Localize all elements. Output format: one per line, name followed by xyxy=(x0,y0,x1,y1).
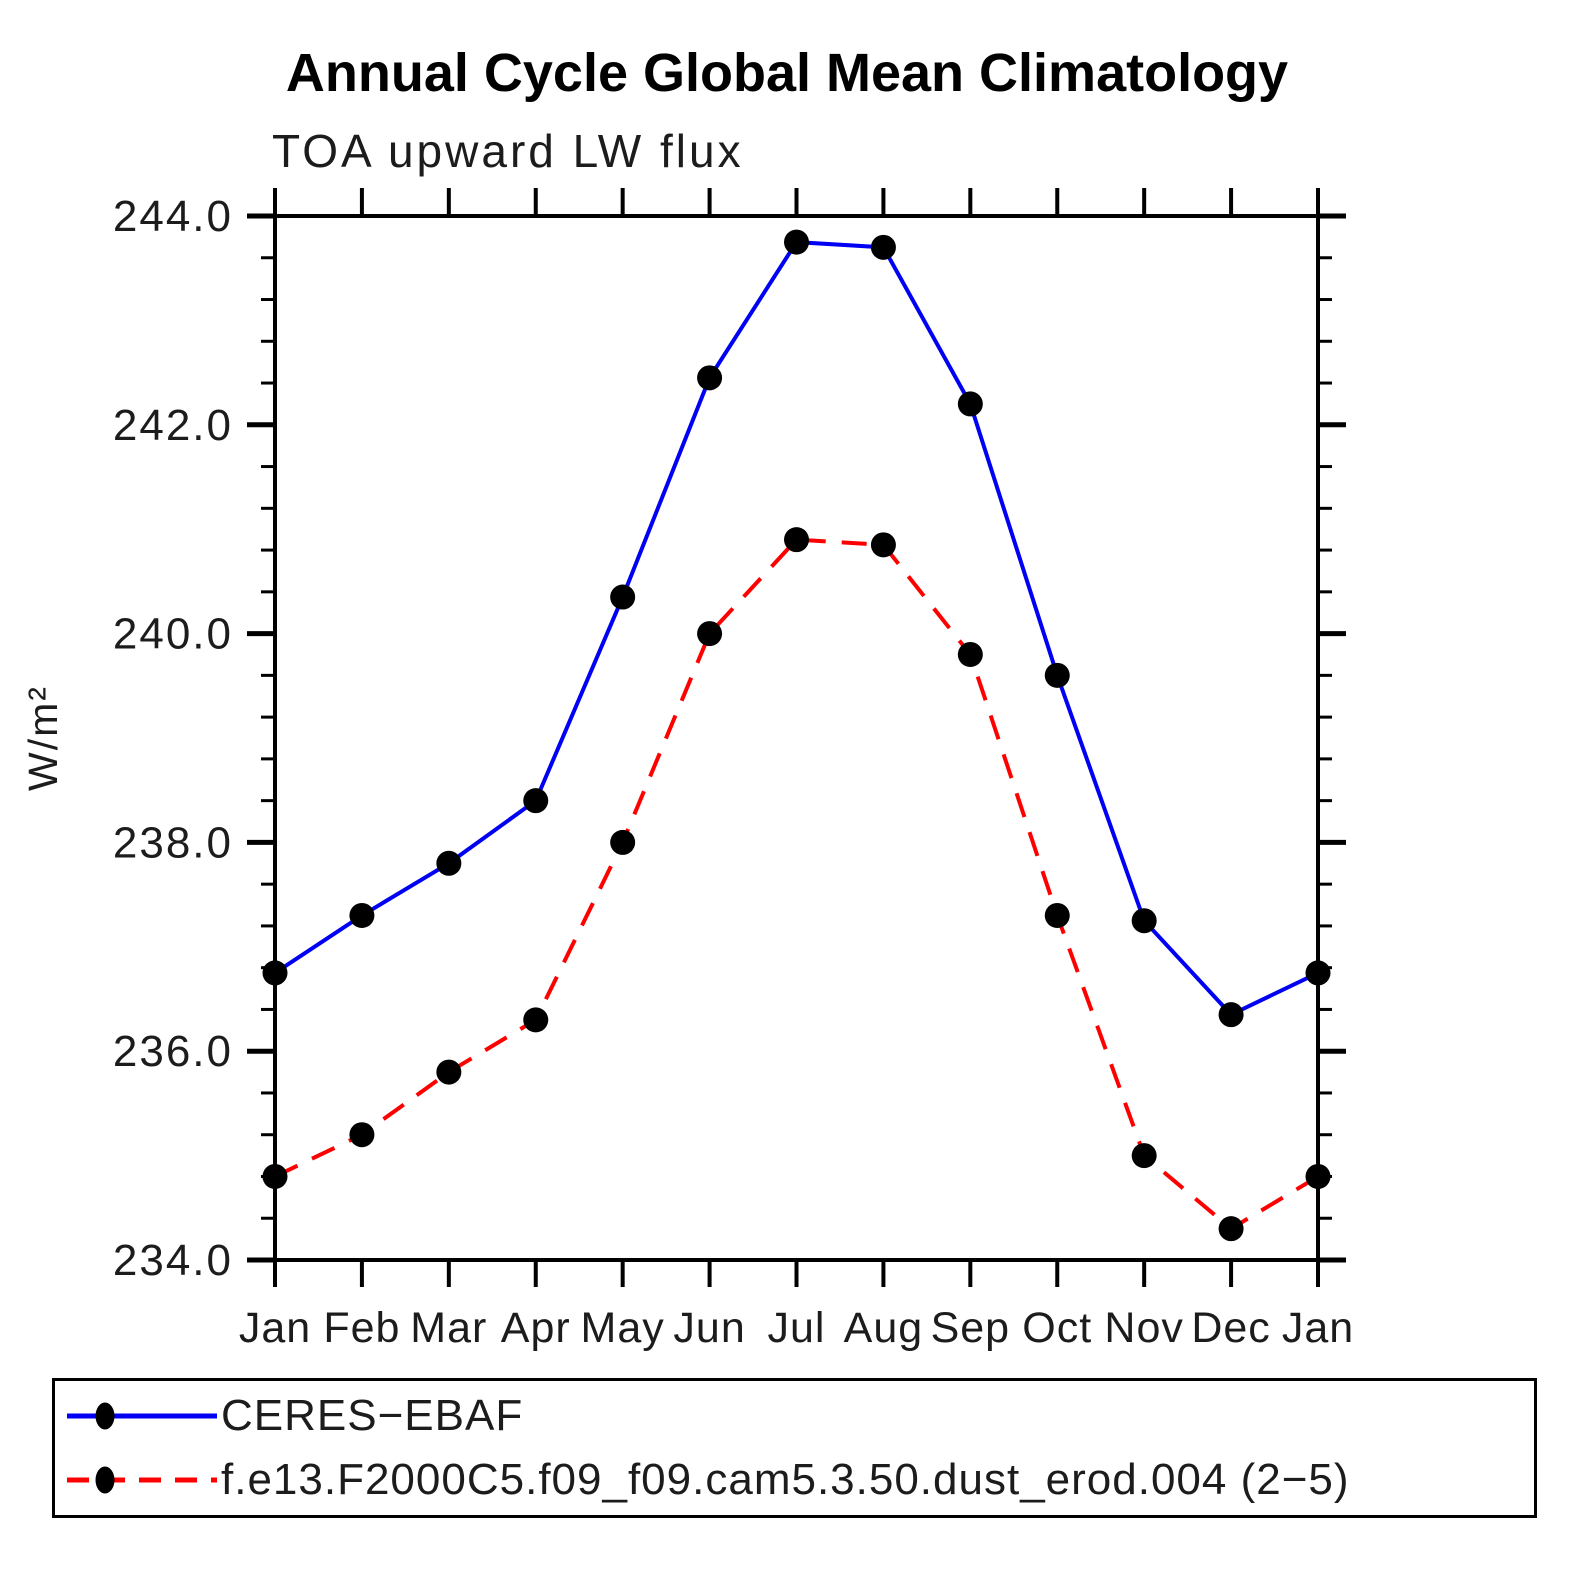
legend-label-model: f.e13.F2000C5.f09_f09.cam5.3.50.dust_ero… xyxy=(221,1455,1350,1504)
data-point-marker xyxy=(957,391,983,417)
x-tick-label: Sep xyxy=(931,1304,1011,1352)
data-point-marker xyxy=(1044,662,1070,688)
x-tick-label: Mar xyxy=(410,1304,487,1352)
y-tick-label: 236.0 xyxy=(113,1027,233,1076)
data-point-marker xyxy=(610,584,636,610)
data-point-marker xyxy=(1131,1143,1157,1169)
data-point-marker xyxy=(784,229,809,255)
data-point-marker xyxy=(957,641,983,667)
legend-label-ceres-ebaf: CERES−EBAF xyxy=(221,1391,524,1440)
data-point-marker xyxy=(523,1007,549,1033)
data-point-marker xyxy=(610,829,636,855)
x-tick-label: May xyxy=(581,1304,665,1352)
data-point-marker xyxy=(870,532,896,558)
legend-item-ceres-ebaf: CERES−EBAF xyxy=(61,1384,1534,1448)
legend: CERES−EBAF f.e13.F2000C5.f09_f09.cam5.3.… xyxy=(52,1378,1537,1518)
data-point-marker xyxy=(349,1122,375,1148)
x-tick-label: Jun xyxy=(673,1304,745,1352)
x-tick-label: Oct xyxy=(1022,1304,1092,1352)
data-point-marker xyxy=(262,1163,288,1189)
x-tick-label: Jan xyxy=(1282,1304,1354,1352)
x-tick-label: Aug xyxy=(844,1304,924,1352)
series-line xyxy=(273,240,1319,1018)
x-tick-label: Jul xyxy=(768,1304,826,1352)
data-point-marker xyxy=(436,850,462,876)
data-point-marker xyxy=(1131,908,1157,934)
data-point-marker xyxy=(262,960,288,986)
data-point-marker xyxy=(523,788,549,814)
data-point-marker xyxy=(1305,1163,1331,1189)
data-point-marker xyxy=(697,621,723,647)
data-point-marker xyxy=(870,234,896,260)
data-point-marker xyxy=(1218,1002,1244,1028)
series-line xyxy=(274,537,1320,1232)
legend-solid-line-sample xyxy=(67,1402,217,1430)
y-tick-label: 234.0 xyxy=(113,1236,233,1285)
x-tick-label: Apr xyxy=(501,1304,571,1352)
chart-subtitle: TOA upward LW flux xyxy=(272,125,744,177)
data-point-marker xyxy=(697,365,723,391)
data-point-marker xyxy=(436,1059,462,1085)
data-point-marker xyxy=(784,527,809,553)
data-point-marker xyxy=(1218,1216,1244,1242)
x-tick-label: Nov xyxy=(1104,1304,1183,1352)
data-point-marker xyxy=(349,902,375,928)
x-tick-label: Feb xyxy=(323,1304,400,1352)
y-tick-label: 240.0 xyxy=(113,610,233,659)
chart-title: Annual Cycle Global Mean Climatology xyxy=(285,43,1289,103)
data-point-marker xyxy=(1305,960,1331,986)
x-tick-label: Dec xyxy=(1191,1304,1270,1352)
legend-item-model: f.e13.F2000C5.f09_f09.cam5.3.50.dust_ero… xyxy=(61,1448,1534,1512)
data-point-marker xyxy=(1044,902,1070,928)
legend-dashed-line-sample xyxy=(67,1466,217,1494)
y-axis-title: W/m² xyxy=(20,685,66,791)
y-tick-label: 242.0 xyxy=(113,401,233,450)
x-tick-label: Jan xyxy=(239,1304,311,1352)
y-tick-label: 238.0 xyxy=(113,818,233,867)
y-tick-label: 244.0 xyxy=(113,192,233,241)
